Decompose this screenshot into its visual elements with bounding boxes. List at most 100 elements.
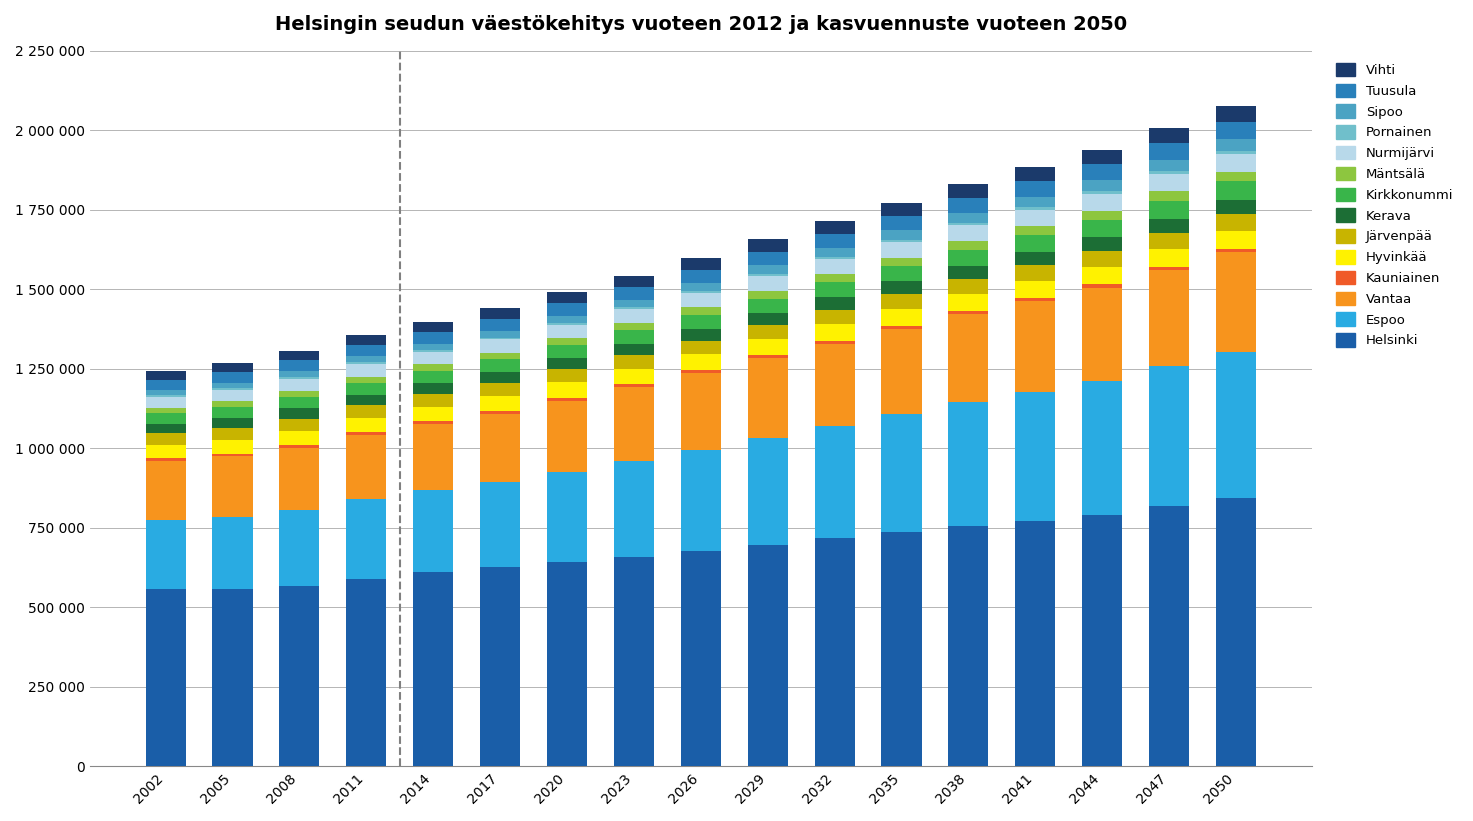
- Bar: [1215, 151, 1256, 154]
- Bar: [614, 287, 654, 300]
- Bar: [681, 258, 720, 270]
- Bar: [480, 567, 520, 766]
- Bar: [881, 532, 922, 766]
- Bar: [614, 323, 654, 330]
- Bar: [412, 394, 454, 406]
- Bar: [881, 231, 922, 240]
- Bar: [1149, 267, 1189, 270]
- Bar: [1015, 181, 1055, 197]
- Bar: [1215, 107, 1256, 122]
- Bar: [480, 383, 520, 396]
- Bar: [546, 303, 588, 315]
- Bar: [546, 324, 588, 338]
- Bar: [546, 401, 588, 472]
- Bar: [280, 408, 320, 419]
- Bar: [146, 424, 186, 433]
- Bar: [212, 516, 252, 589]
- Bar: [614, 557, 654, 766]
- Bar: [346, 356, 386, 362]
- Bar: [614, 355, 654, 369]
- Bar: [1215, 139, 1256, 151]
- Bar: [949, 314, 988, 402]
- Bar: [146, 458, 186, 461]
- Bar: [412, 571, 454, 766]
- Bar: [881, 240, 922, 242]
- Bar: [546, 292, 588, 303]
- Bar: [881, 415, 922, 532]
- Bar: [681, 355, 720, 370]
- Bar: [1149, 233, 1189, 249]
- Bar: [881, 242, 922, 258]
- Bar: [1149, 270, 1189, 366]
- Bar: [815, 426, 854, 539]
- Bar: [1015, 281, 1055, 298]
- Bar: [1149, 507, 1189, 766]
- Bar: [480, 483, 520, 567]
- Bar: [412, 322, 454, 332]
- Bar: [681, 283, 720, 291]
- Bar: [1215, 498, 1256, 766]
- Bar: [881, 282, 922, 295]
- Bar: [146, 397, 186, 408]
- Bar: [681, 291, 720, 293]
- Bar: [212, 428, 252, 439]
- Bar: [1149, 366, 1189, 507]
- Bar: [146, 520, 186, 589]
- Bar: [412, 406, 454, 421]
- Bar: [212, 363, 252, 372]
- Bar: [280, 447, 320, 510]
- Bar: [748, 313, 788, 325]
- Bar: [412, 490, 454, 571]
- Bar: [748, 240, 788, 251]
- Bar: [1083, 211, 1122, 220]
- Bar: [881, 266, 922, 282]
- Bar: [212, 418, 252, 428]
- Bar: [815, 257, 854, 259]
- Bar: [146, 433, 186, 445]
- Bar: [346, 335, 386, 345]
- Bar: [1215, 249, 1256, 252]
- Bar: [1215, 200, 1256, 214]
- Bar: [681, 307, 720, 315]
- Bar: [1215, 172, 1256, 181]
- Bar: [1015, 167, 1055, 181]
- Title: Helsingin seudun väestökehitys vuoteen 2012 ja kasvuennuste vuoteen 2050: Helsingin seudun väestökehitys vuoteen 2…: [275, 15, 1127, 34]
- Bar: [346, 364, 386, 377]
- Bar: [480, 337, 520, 339]
- Bar: [949, 525, 988, 766]
- Bar: [546, 345, 588, 358]
- Bar: [1015, 301, 1055, 392]
- Bar: [280, 360, 320, 371]
- Bar: [949, 311, 988, 314]
- Bar: [480, 360, 520, 372]
- Bar: [546, 383, 588, 397]
- Bar: [1149, 143, 1189, 160]
- Bar: [546, 369, 588, 383]
- Bar: [1083, 284, 1122, 287]
- Bar: [1215, 122, 1256, 139]
- Bar: [346, 432, 386, 435]
- Bar: [412, 343, 454, 350]
- Bar: [1149, 249, 1189, 267]
- Bar: [681, 270, 720, 283]
- Bar: [346, 499, 386, 580]
- Bar: [146, 445, 186, 458]
- Bar: [681, 450, 720, 552]
- Bar: [212, 388, 252, 390]
- Bar: [480, 410, 520, 414]
- Bar: [815, 324, 854, 341]
- Bar: [949, 184, 988, 198]
- Bar: [212, 456, 252, 516]
- Bar: [881, 216, 922, 231]
- Bar: [546, 562, 588, 766]
- Bar: [546, 358, 588, 369]
- Bar: [146, 395, 186, 397]
- Bar: [1083, 287, 1122, 381]
- Bar: [1015, 265, 1055, 281]
- Bar: [614, 384, 654, 388]
- Bar: [212, 439, 252, 453]
- Bar: [748, 339, 788, 355]
- Bar: [949, 402, 988, 525]
- Bar: [1149, 160, 1189, 172]
- Bar: [1149, 172, 1189, 174]
